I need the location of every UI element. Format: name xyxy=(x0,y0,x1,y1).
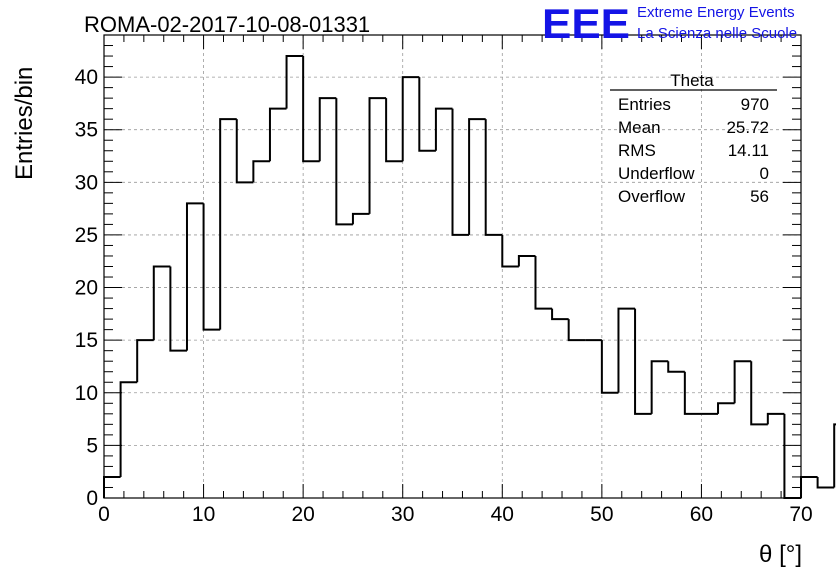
y-tick-label-1: 5 xyxy=(86,434,98,457)
hist-bin-13 xyxy=(318,97,337,162)
hist-bin-22 xyxy=(468,118,486,235)
hist-bin-27 xyxy=(551,308,569,321)
hist-bin-12 xyxy=(302,56,320,163)
hist-bin-38 xyxy=(733,360,752,404)
stats-label-overflow: Overflow xyxy=(618,187,686,206)
hist-bin-43 xyxy=(816,476,835,489)
y-tick-label-5: 25 xyxy=(75,224,98,247)
x-tick-label-4: 40 xyxy=(491,503,514,526)
x-tick-label-1: 10 xyxy=(192,503,215,526)
hist-bin-23 xyxy=(484,119,503,236)
stats-label-underflow: Underflow xyxy=(618,164,695,183)
hist-bin-21 xyxy=(451,108,470,236)
stats-value-entries: 970 xyxy=(741,95,769,114)
x-tick-label-7: 70 xyxy=(789,503,812,526)
hist-bin-33 xyxy=(650,360,669,414)
hist-bin-25 xyxy=(517,254,536,267)
hist-bin-6 xyxy=(202,203,221,331)
hist-bin-7 xyxy=(219,118,237,330)
hist-bin-26 xyxy=(534,255,553,310)
stats-label-entries: Entries xyxy=(618,95,671,114)
hist-bin-20 xyxy=(434,107,453,151)
x-tick-label-0: 0 xyxy=(98,503,110,526)
hist-bin-24 xyxy=(501,234,519,268)
hist-bin-10 xyxy=(268,107,287,162)
histogram-bars xyxy=(103,55,836,499)
stats-title: Theta xyxy=(670,71,714,90)
eee-logo-text: EEE xyxy=(542,0,630,47)
y-tick-label-8: 40 xyxy=(75,66,98,89)
grid xyxy=(104,35,801,498)
hist-bin-16 xyxy=(368,97,387,214)
y-tick-label-7: 35 xyxy=(75,119,98,142)
eee-logo-line2: La Scienza nelle Scuole xyxy=(637,25,797,42)
hist-bin-37 xyxy=(717,402,735,414)
hist-bin-5 xyxy=(185,202,204,351)
y-tick-label-6: 30 xyxy=(75,171,98,194)
x-tick-label-5: 50 xyxy=(590,503,613,526)
x-axis-label: θ [°] xyxy=(759,541,802,568)
hist-bin-11 xyxy=(285,55,304,109)
y-axis-label: Entries/bin xyxy=(11,67,38,180)
hist-bin-8 xyxy=(235,119,254,184)
hist-bin-28 xyxy=(567,319,586,342)
hist-bin-44 xyxy=(833,423,836,488)
hist-bin-9 xyxy=(252,160,270,183)
plot-frame xyxy=(103,34,802,499)
stats-value-rms: 14.11 xyxy=(728,141,769,160)
x-tick-label-6: 60 xyxy=(690,503,713,526)
y-tick-label-4: 20 xyxy=(75,277,98,300)
hist-bin-15 xyxy=(351,212,370,225)
hist-bin-35 xyxy=(683,371,702,415)
y-tick-label-0: 0 xyxy=(86,487,98,510)
hist-bin-34 xyxy=(667,361,685,373)
x-tick-label-2: 20 xyxy=(291,503,314,526)
eee-logo: EEE Extreme Energy Events La Scienza nel… xyxy=(542,0,797,47)
hist-bin-4 xyxy=(169,266,187,352)
hist-bin-3 xyxy=(152,265,171,341)
hist-bin-14 xyxy=(335,98,353,226)
hist-bin-42 xyxy=(800,475,818,498)
y-tick-label-2: 10 xyxy=(75,382,98,405)
eee-logo-line1: Extreme Energy Events xyxy=(637,4,795,21)
hist-bin-40 xyxy=(766,412,785,425)
hist-bin-32 xyxy=(634,308,652,415)
stats-value-mean: 25.72 xyxy=(726,118,769,137)
stats-label-mean: Mean xyxy=(618,118,661,137)
hist-bin-1 xyxy=(119,381,138,477)
hist-bin-18 xyxy=(401,76,420,162)
stats-label-rms: RMS xyxy=(618,141,656,160)
chart-title: ROMA-02-2017-10-08-01331 xyxy=(84,12,370,37)
stats-value-overflow: 56 xyxy=(750,187,769,206)
stats-value-underflow: 0 xyxy=(760,164,769,183)
hist-bin-39 xyxy=(750,361,768,426)
hist-bin-19 xyxy=(418,77,436,152)
stats-box: Theta Entries 970 Mean 25.72 RMS 14.11 Underfl… xyxy=(610,71,777,206)
stats-rows: Entries 970 Mean 25.72 RMS 14.11 Underflow 0 Ove… xyxy=(618,95,769,206)
hist-bin-31 xyxy=(617,307,636,393)
hist-bin-17 xyxy=(385,98,403,163)
hist-bin-30 xyxy=(600,340,619,394)
hist-bin-2 xyxy=(136,339,154,383)
x-tick-label-3: 30 xyxy=(391,503,414,526)
y-tick-label-3: 15 xyxy=(75,329,98,352)
